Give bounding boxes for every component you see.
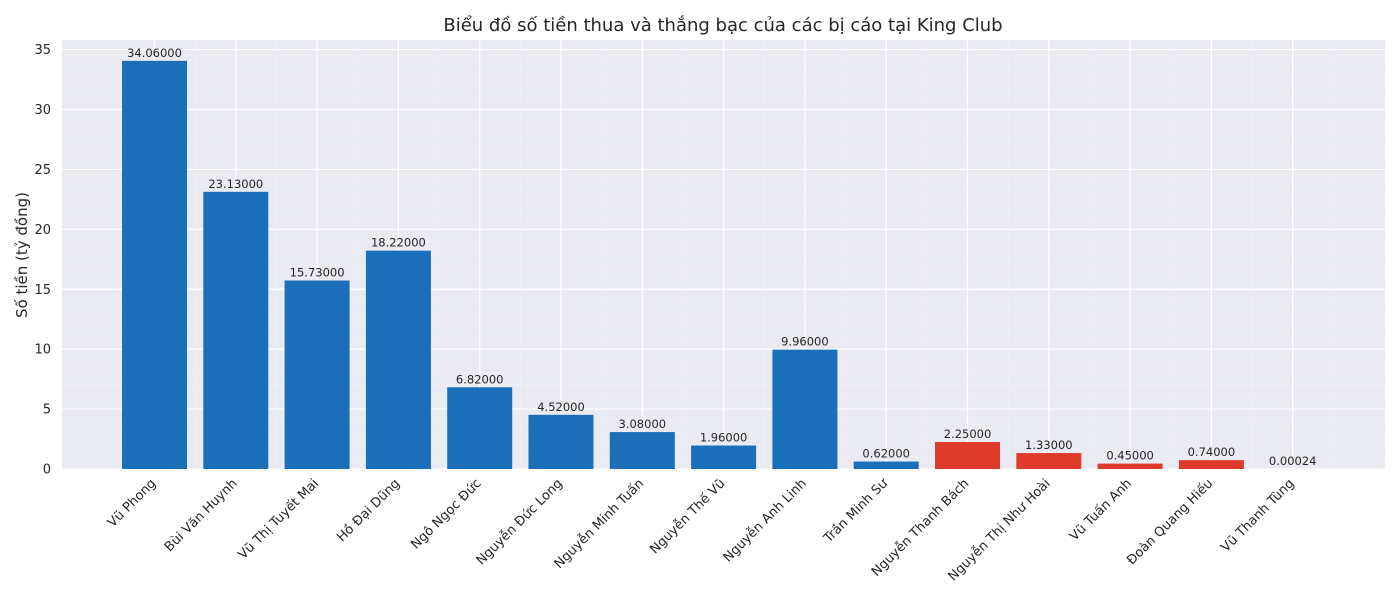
x-tick-label: Nguyễn Thế Vũ [647,476,728,557]
bar-value-label: 6.82000 [456,372,504,386]
bar-value-label: 1.96000 [700,431,748,445]
bar-value-label: 3.08000 [619,417,667,431]
x-tick-label: Vũ Tuấn Anh [1067,476,1135,544]
bar-value-label: 23.13000 [208,177,263,191]
bar-value-label: 18.22000 [371,236,426,250]
x-tick-label: Vũ Phong [105,476,159,530]
x-tick-label: Hồ Đại Dũng [334,476,403,545]
y-tick-label: 25 [34,163,51,178]
bar [1178,460,1244,469]
y-tick-label: 15 [34,283,51,298]
bar [122,60,187,470]
bar [447,387,513,469]
bar-value-label: 0.45000 [1106,449,1154,463]
bar [691,445,757,469]
chart-title: Biểu đồ số tiền thua và thắng bạc của cá… [443,15,1002,36]
x-tick-label: Ngô Ngọc Đức [408,476,484,552]
y-tick-label: 5 [43,403,51,418]
bar [609,432,675,469]
x-tick-label: Đoàn Quang Hiếu [1124,476,1216,568]
y-tick-label: 35 [34,43,51,58]
bar-value-label: 15.73000 [290,266,345,280]
bar-value-label: 0.74000 [1188,445,1236,459]
bar-value-label: 34.06000 [127,46,182,60]
y-tick-label: 10 [34,343,51,358]
x-tick-label: Nguyễn Minh Tuấn [552,476,648,572]
bar [284,280,350,469]
bar-value-label: 2.25000 [944,427,992,441]
bar [853,461,919,469]
bar [772,349,838,469]
x-tick-label: Trần Minh Sư [821,476,892,547]
bar [935,442,1000,469]
bar-value-label: 1.33000 [1025,438,1073,452]
y-tick-label: 20 [34,223,51,238]
x-tick-label: Vũ Thanh Tùng [1218,476,1297,555]
x-tick-label: Nguyễn Đức Long [474,476,566,568]
y-tick-label: 0 [43,463,51,478]
y-axis-label: Số tiền (tỷ đồng) [13,192,31,318]
x-tick-label: Nguyễn Anh Linh [721,476,810,565]
grid-lines [62,40,1385,470]
bar [365,250,431,469]
x-tick-label: Vũ Thị Tuyết Mai [236,476,322,562]
bar [528,414,594,469]
bar-value-label: 0.00024 [1269,454,1317,468]
x-tick-label: Bùi Văn Huynh [162,476,241,555]
bar-value-label: 0.62000 [862,447,910,461]
y-axis-ticks: 0 5 10 15 20 25 30 35 [34,43,51,477]
bar [1016,453,1082,469]
bar-value-label: 9.96000 [781,335,829,349]
bar-value-labels: 34.06000 23.13000 15.73000 18.22000 6.82000 4… [127,46,1316,468]
bar [1097,463,1163,469]
bar [203,191,269,470]
bar-value-label: 4.52000 [537,400,585,414]
bars [122,60,1326,470]
y-tick-label: 30 [34,103,51,118]
